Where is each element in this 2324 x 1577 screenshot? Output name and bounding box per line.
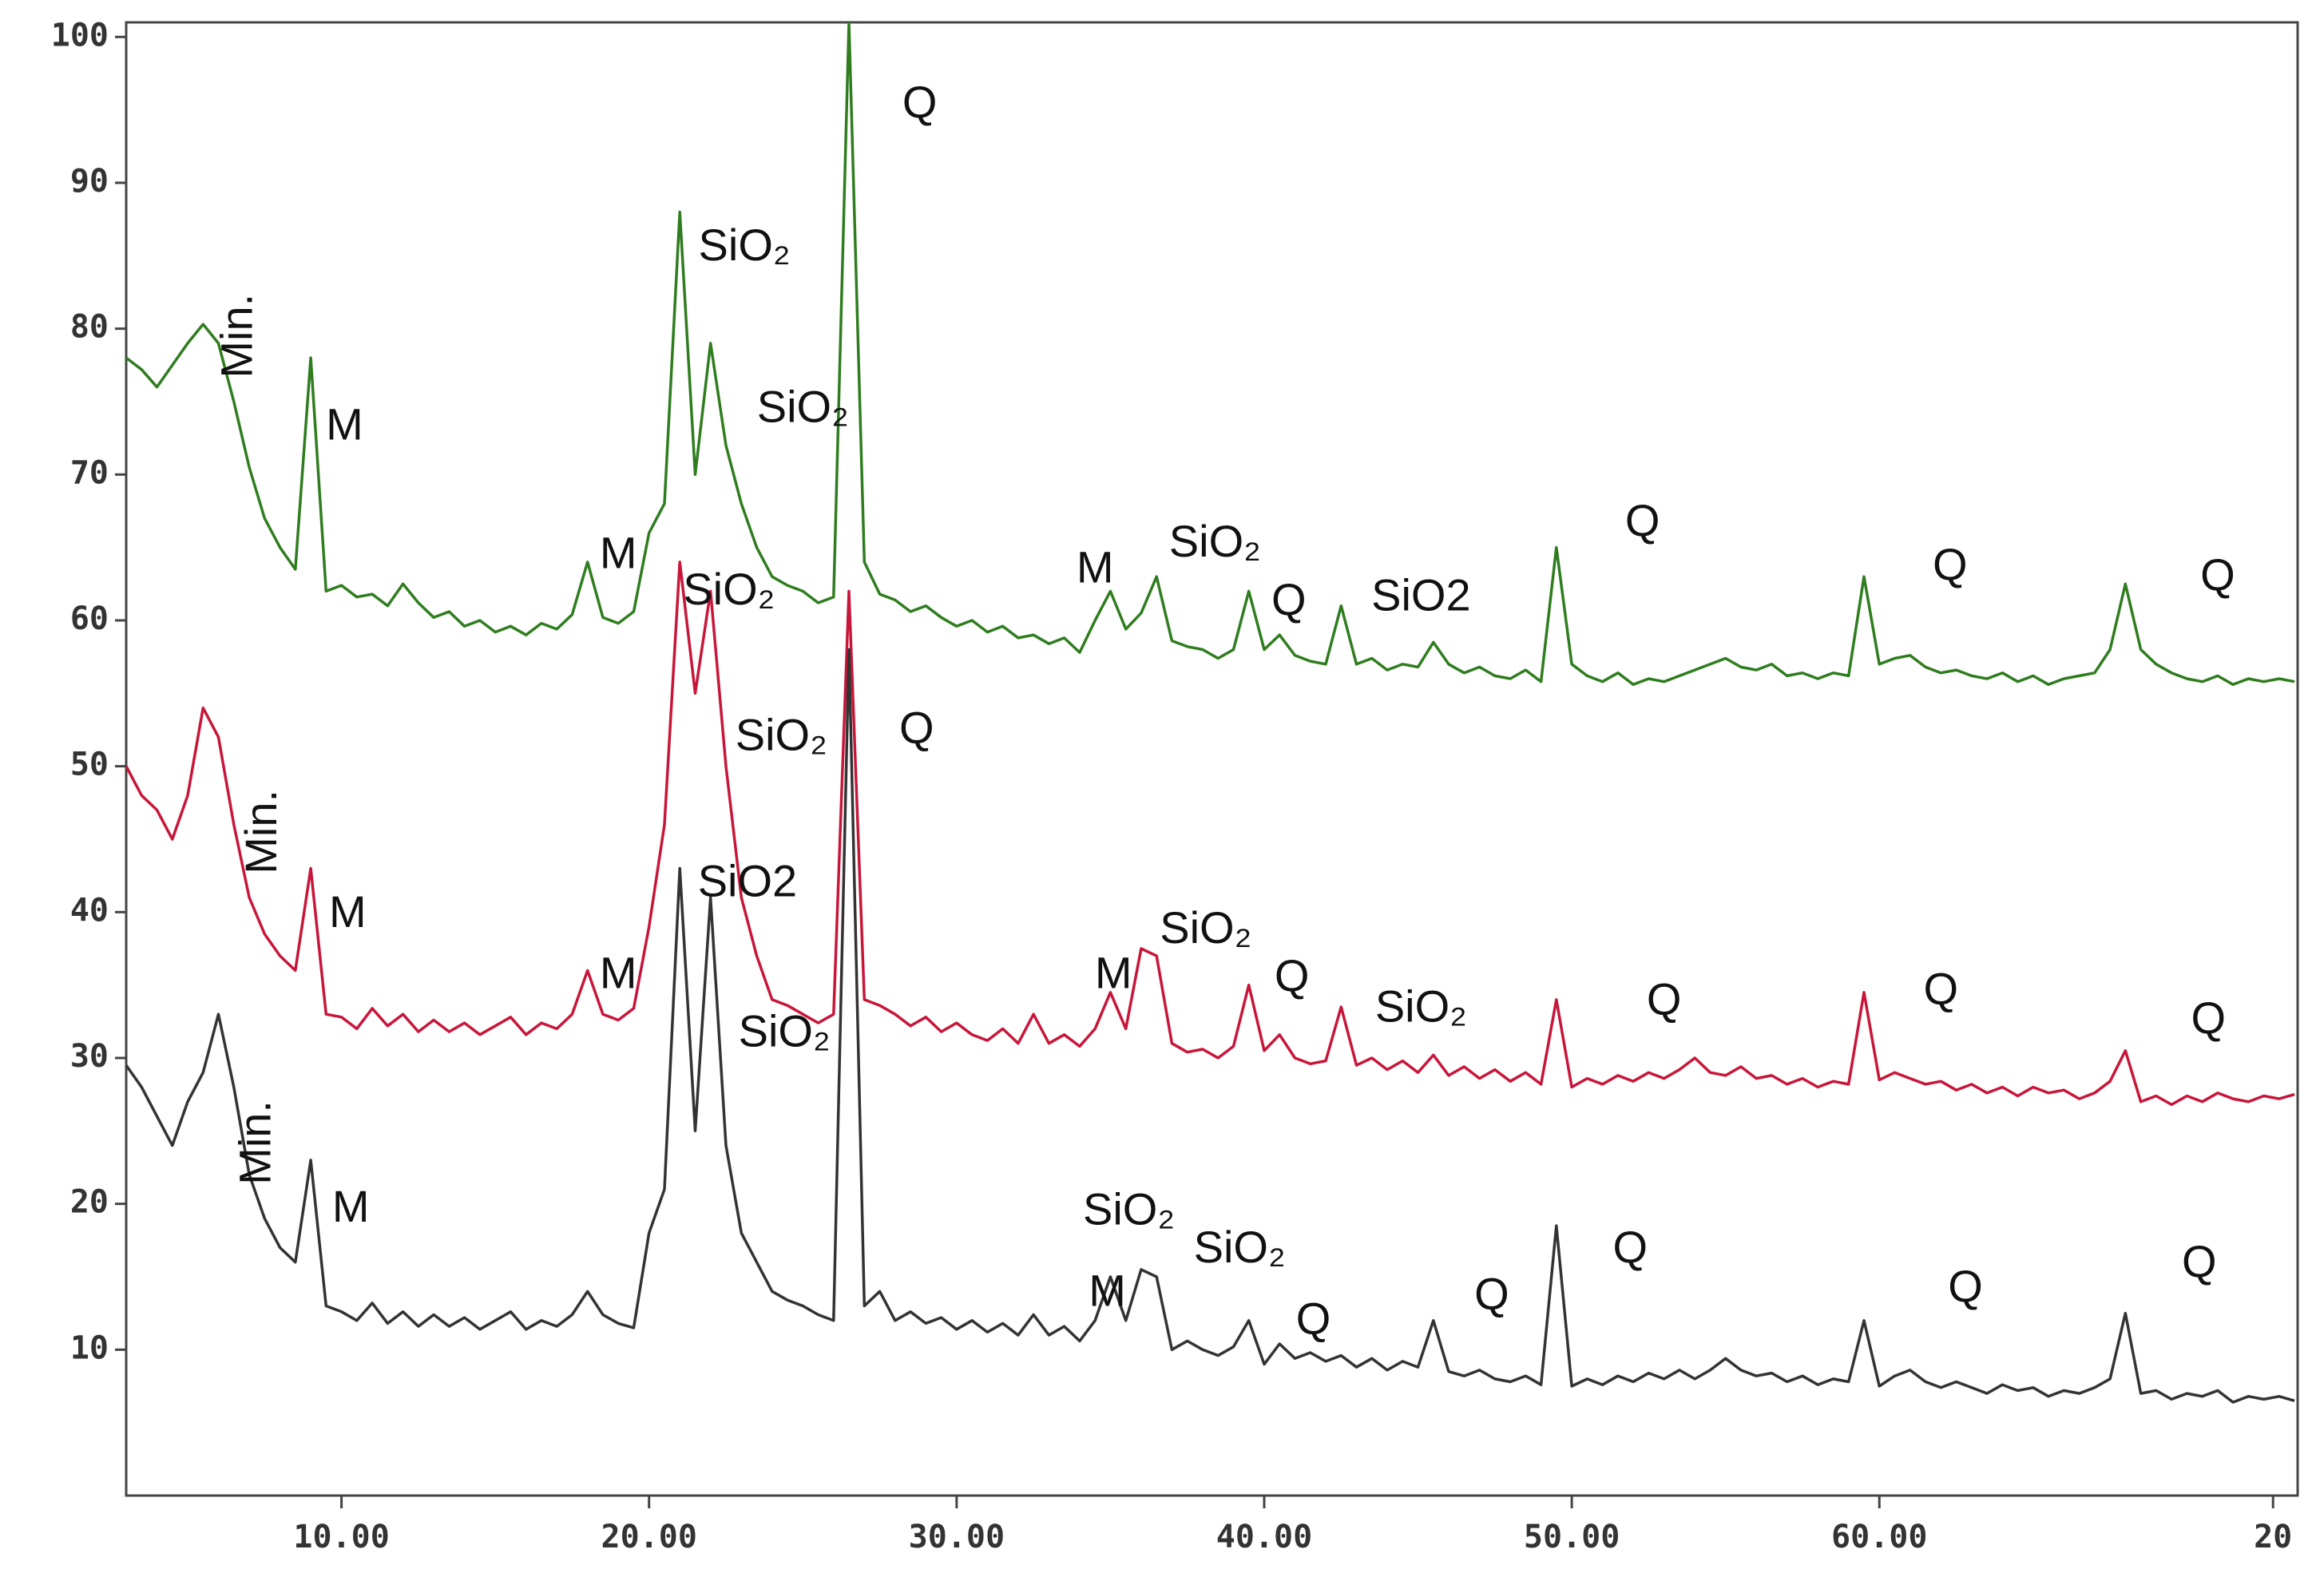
y-tick-label: 10: [70, 1329, 109, 1366]
x-tick-label: 20.00: [601, 1519, 697, 1555]
annotation: Q: [902, 77, 938, 127]
annotation: Q: [899, 703, 934, 753]
plot-area: [126, 22, 2295, 1404]
x-tick-label: 60.00: [1831, 1519, 1927, 1555]
annotation: Q: [1271, 574, 1307, 624]
annotation: Q: [1625, 495, 1660, 545]
annotation: SiO₂: [757, 382, 849, 432]
annotation: M: [600, 527, 637, 577]
annotation: Q: [1923, 964, 1958, 1014]
data-line: [126, 561, 2295, 1107]
annotation: SiO2: [1371, 569, 1471, 620]
x-tick-label: 10.00: [293, 1519, 389, 1555]
annotation: M: [1089, 1266, 1126, 1316]
y-tick-label: 100: [51, 17, 109, 53]
annotation: SiO₂: [1160, 902, 1251, 953]
x-tick-label: 30.00: [909, 1519, 1005, 1555]
annotation: M: [600, 947, 637, 997]
annotation: SiO₂: [1194, 1222, 1286, 1272]
annotation: Min.: [229, 1100, 280, 1185]
annotation: M: [1077, 542, 1114, 592]
annotation: M: [326, 399, 363, 450]
y-tick-label: 40: [70, 892, 109, 929]
annotation: M: [1095, 947, 1132, 997]
data-line: [126, 22, 2295, 687]
annotation: Min.: [236, 790, 286, 874]
annotation: M: [332, 1181, 370, 1231]
y-tick-label: 60: [70, 600, 109, 637]
annotation: Q: [1948, 1261, 1983, 1311]
annotation: Q: [2182, 1236, 2217, 1286]
annotation: Q: [1474, 1268, 1509, 1318]
plot-frame: [125, 21, 2299, 1497]
annotation: SiO₂: [683, 564, 775, 614]
y-tick-label: 50: [70, 747, 109, 783]
annotation: SiO₂: [1083, 1183, 1175, 1234]
annotation: Q: [1275, 950, 1310, 1000]
y-tick-label: 80: [70, 309, 109, 346]
data-line: [126, 648, 2295, 1404]
annotation: Q: [2200, 549, 2235, 600]
annotation: Q: [1647, 973, 1682, 1024]
y-tick-label: 30: [70, 1038, 109, 1075]
annotation: SiO₂: [736, 710, 827, 760]
annotation: SiO₂: [1169, 516, 1261, 566]
annotation: M: [329, 886, 367, 937]
annotation: SiO₂: [739, 1006, 831, 1056]
annotation: Q: [1933, 539, 1968, 589]
y-tick-label: 70: [70, 454, 109, 491]
x-tick-label: 50.00: [1524, 1519, 1620, 1555]
annotation: Q: [1296, 1293, 1331, 1343]
annotation: SiO2: [698, 855, 798, 905]
annotation: Q: [1612, 1222, 1648, 1272]
y-tick-label: 20: [70, 1184, 109, 1221]
annotation: Q: [2191, 993, 2227, 1043]
annotation: SiO₂: [699, 220, 791, 270]
y-tick-label: 90: [70, 163, 109, 200]
x-tick-label: 40.00: [1216, 1519, 1312, 1555]
x-tick-label: 20: [2254, 1519, 2292, 1555]
annotation: SiO₂: [1375, 981, 1467, 1031]
annotation: Min.: [211, 294, 261, 378]
